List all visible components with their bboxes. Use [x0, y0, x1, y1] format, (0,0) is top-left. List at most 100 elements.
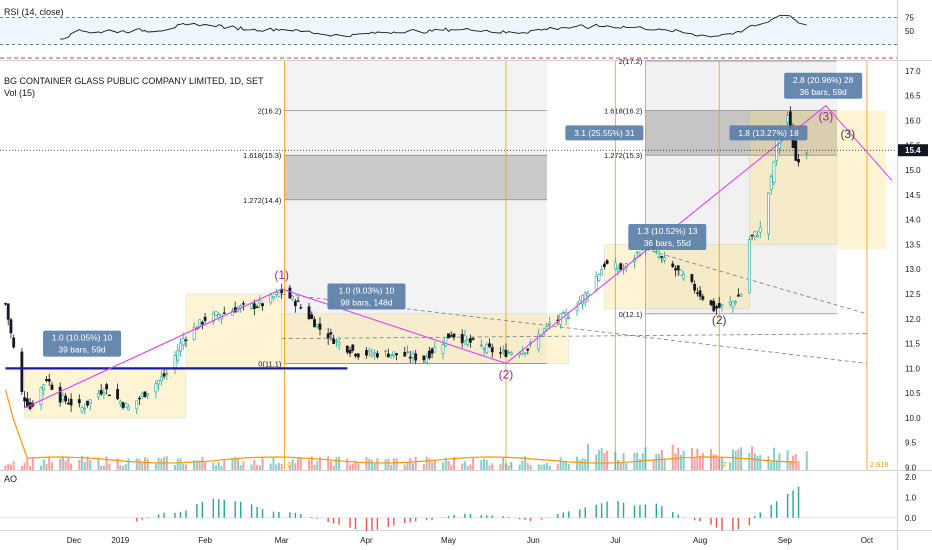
price-tick-label: 9.0	[905, 464, 917, 473]
wave-label: (2)	[499, 367, 514, 381]
ao-bar	[332, 517, 335, 524]
ao-bar	[469, 514, 472, 518]
ticker-title[interactable]: BG CONTAINER GLASS PUBLIC COMPANY LIMITE…	[4, 76, 264, 86]
volume-bar	[45, 463, 48, 470]
date-tick-label: Sep	[778, 536, 793, 545]
volume-bar	[540, 464, 543, 470]
candle-body	[561, 312, 565, 314]
volume-bar	[450, 464, 453, 470]
price-tick-label: 10.0	[905, 414, 921, 423]
volume-bar	[119, 464, 122, 470]
ao-pane-label[interactable]: AO	[4, 474, 18, 484]
volume-bar	[318, 457, 321, 470]
ao-bar	[261, 509, 264, 518]
volume-bar	[157, 457, 160, 470]
date-tick-label: Apr	[360, 536, 373, 545]
candle-body	[299, 307, 303, 309]
ao-bar	[239, 501, 242, 518]
ao-bar	[507, 517, 510, 518]
volume-bar	[182, 463, 185, 470]
candle-body	[794, 140, 798, 161]
volume-bar	[357, 463, 360, 470]
volume-bar	[234, 456, 237, 470]
measure-label-line2: 36 bars, 55d	[644, 238, 692, 248]
ao-bar	[568, 511, 570, 518]
candle-body	[86, 400, 89, 406]
volume-bar	[595, 454, 598, 470]
candle-body	[452, 333, 456, 338]
candle-body	[485, 344, 489, 353]
ao-bar	[775, 501, 778, 518]
volume-bar	[351, 463, 354, 470]
candle-body	[99, 389, 103, 395]
volume-bar	[559, 457, 562, 470]
volume-bar	[26, 459, 29, 470]
candle-body	[274, 291, 278, 295]
candle-body	[337, 342, 341, 346]
volume-bar	[261, 457, 264, 470]
volume-bar	[510, 462, 513, 470]
date-tick-label: Dec	[67, 536, 81, 545]
ao-bar	[272, 511, 275, 518]
candle-body	[80, 407, 84, 412]
candle-body	[181, 338, 185, 346]
candle-body	[329, 332, 333, 335]
ao-bar	[622, 502, 625, 518]
ao-bar	[600, 503, 603, 518]
date-tick-label: Mar	[275, 536, 289, 545]
volume-bar	[338, 456, 341, 470]
volume-bar	[729, 462, 732, 470]
volume-bar	[373, 463, 376, 470]
ao-bar	[584, 507, 586, 518]
candle-body	[127, 406, 130, 411]
ao-bar	[376, 517, 379, 530]
candle-body	[288, 287, 292, 299]
candle-body	[701, 296, 705, 300]
ao-bar	[491, 515, 493, 518]
candle-body	[408, 356, 412, 359]
candle-body	[97, 393, 100, 398]
volume-bar	[751, 446, 754, 470]
ao-bar	[486, 515, 488, 518]
volume-bar	[422, 464, 425, 470]
candle-body	[354, 353, 357, 357]
volume-bar	[567, 463, 570, 470]
volume-bar	[463, 461, 466, 470]
candle-body	[146, 393, 150, 396]
volume-bar	[562, 460, 565, 470]
rsi-tick-label: 75	[905, 14, 914, 23]
ao-bar	[693, 517, 696, 521]
volume-bar	[715, 454, 718, 470]
candle-body	[575, 307, 579, 311]
ao-bar	[212, 498, 215, 518]
price-tick-label: 12.0	[905, 315, 921, 324]
ao-bar	[639, 505, 641, 518]
volume-bar	[376, 458, 379, 470]
volume-bar	[86, 456, 89, 470]
volume-bar	[195, 460, 198, 470]
volume-bar	[663, 458, 666, 470]
rsi-pane-label[interactable]: RSI (14, close)	[4, 7, 64, 17]
volume-label[interactable]: Vol (15)	[4, 88, 36, 98]
ao-bar	[710, 517, 712, 525]
candle-body	[605, 260, 609, 264]
candle-body	[602, 263, 606, 267]
price-tick-label: 15.0	[905, 166, 921, 175]
candle-body	[526, 348, 530, 351]
candle-body	[717, 302, 721, 308]
rsi-line	[60, 15, 807, 40]
candle-body	[45, 379, 48, 381]
candle-body	[482, 348, 486, 350]
volume-bar	[617, 459, 620, 470]
measure-label-line1: 3.1 (25.55%) 31	[574, 128, 635, 138]
measure-label-box	[729, 125, 808, 141]
candle-body	[252, 303, 256, 309]
ao-bar	[294, 512, 297, 518]
ao-bar	[349, 517, 351, 528]
candle-body	[635, 251, 639, 254]
volume-bar	[236, 457, 239, 470]
volume-bar	[253, 460, 256, 470]
ao-bar	[278, 511, 280, 518]
ao-bar	[754, 515, 756, 518]
